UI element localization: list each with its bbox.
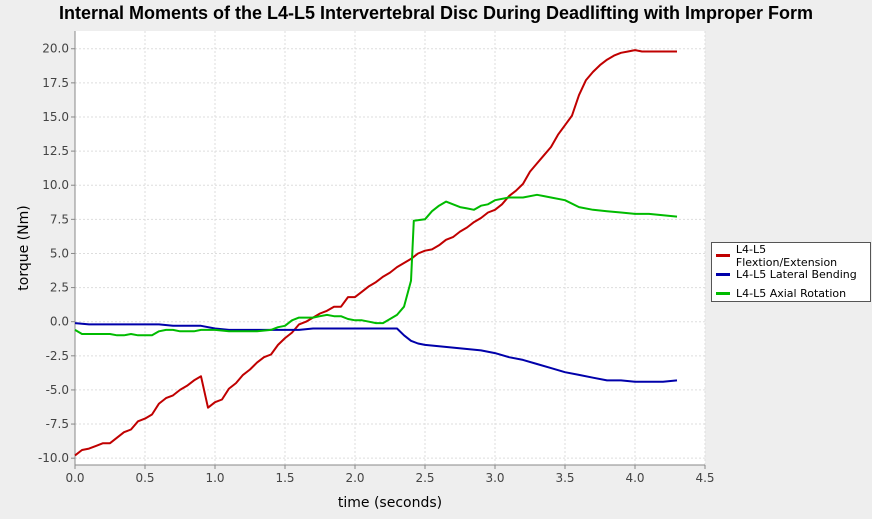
y-tick-label: 10.0 [42,178,69,192]
y-tick-label: 2.5 [50,281,69,295]
y-tick-label: 0.0 [50,315,69,329]
y-tick-label: -2.5 [46,349,69,363]
y-tick-label: 15.0 [42,110,69,124]
y-tick-label: 7.5 [50,212,69,226]
x-tick-label: 0.5 [135,471,154,485]
y-tick-label: 17.5 [42,76,69,90]
legend-swatch [716,254,730,257]
x-tick-label: 3.5 [555,471,574,485]
chart-title: Internal Moments of the L4-L5 Interverte… [58,3,814,23]
y-tick-label: 20.0 [42,42,69,56]
legend: L4-L5 Flextion/Extension L4-L5 Lateral Be… [711,242,871,302]
series-line-3 [74,193,678,337]
x-tick-label: 0.0 [65,471,84,485]
series-line-2 [74,322,678,383]
plot-area [75,31,705,465]
legend-label: L4-L5 Lateral Bending [736,268,857,281]
legend-swatch [716,273,730,276]
x-tick-label: 2.5 [415,471,434,485]
legend-label: L4-L5 Axial Rotation [736,287,847,300]
legend-swatch [716,292,730,295]
legend-item-1: L4-L5 Flextion/Extension [716,243,870,269]
x-tick-label: 1.0 [205,471,224,485]
x-tick-label: 2.0 [345,471,364,485]
x-axis-label: time (seconds) [338,495,442,511]
x-tick-label: 4.5 [695,471,714,485]
y-tick-label: -7.5 [46,417,69,431]
y-axis-label: torque (Nm) [16,205,32,290]
legend-item-3: L4-L5 Axial Rotation [716,284,870,303]
y-tick-label: 5.0 [50,246,69,260]
y-tick-label: 12.5 [42,144,69,158]
series-line-1 [74,49,677,457]
y-tick-label: -5.0 [46,383,69,397]
legend-label: L4-L5 Flextion/Extension [735,242,838,269]
x-tick-label: 4.0 [625,471,644,485]
y-tick-label: -10.0 [38,451,69,465]
x-tick-label: 1.5 [275,471,294,485]
x-tick-label: 3.0 [485,471,504,485]
legend-item-2: L4-L5 Lateral Bending [716,265,870,284]
